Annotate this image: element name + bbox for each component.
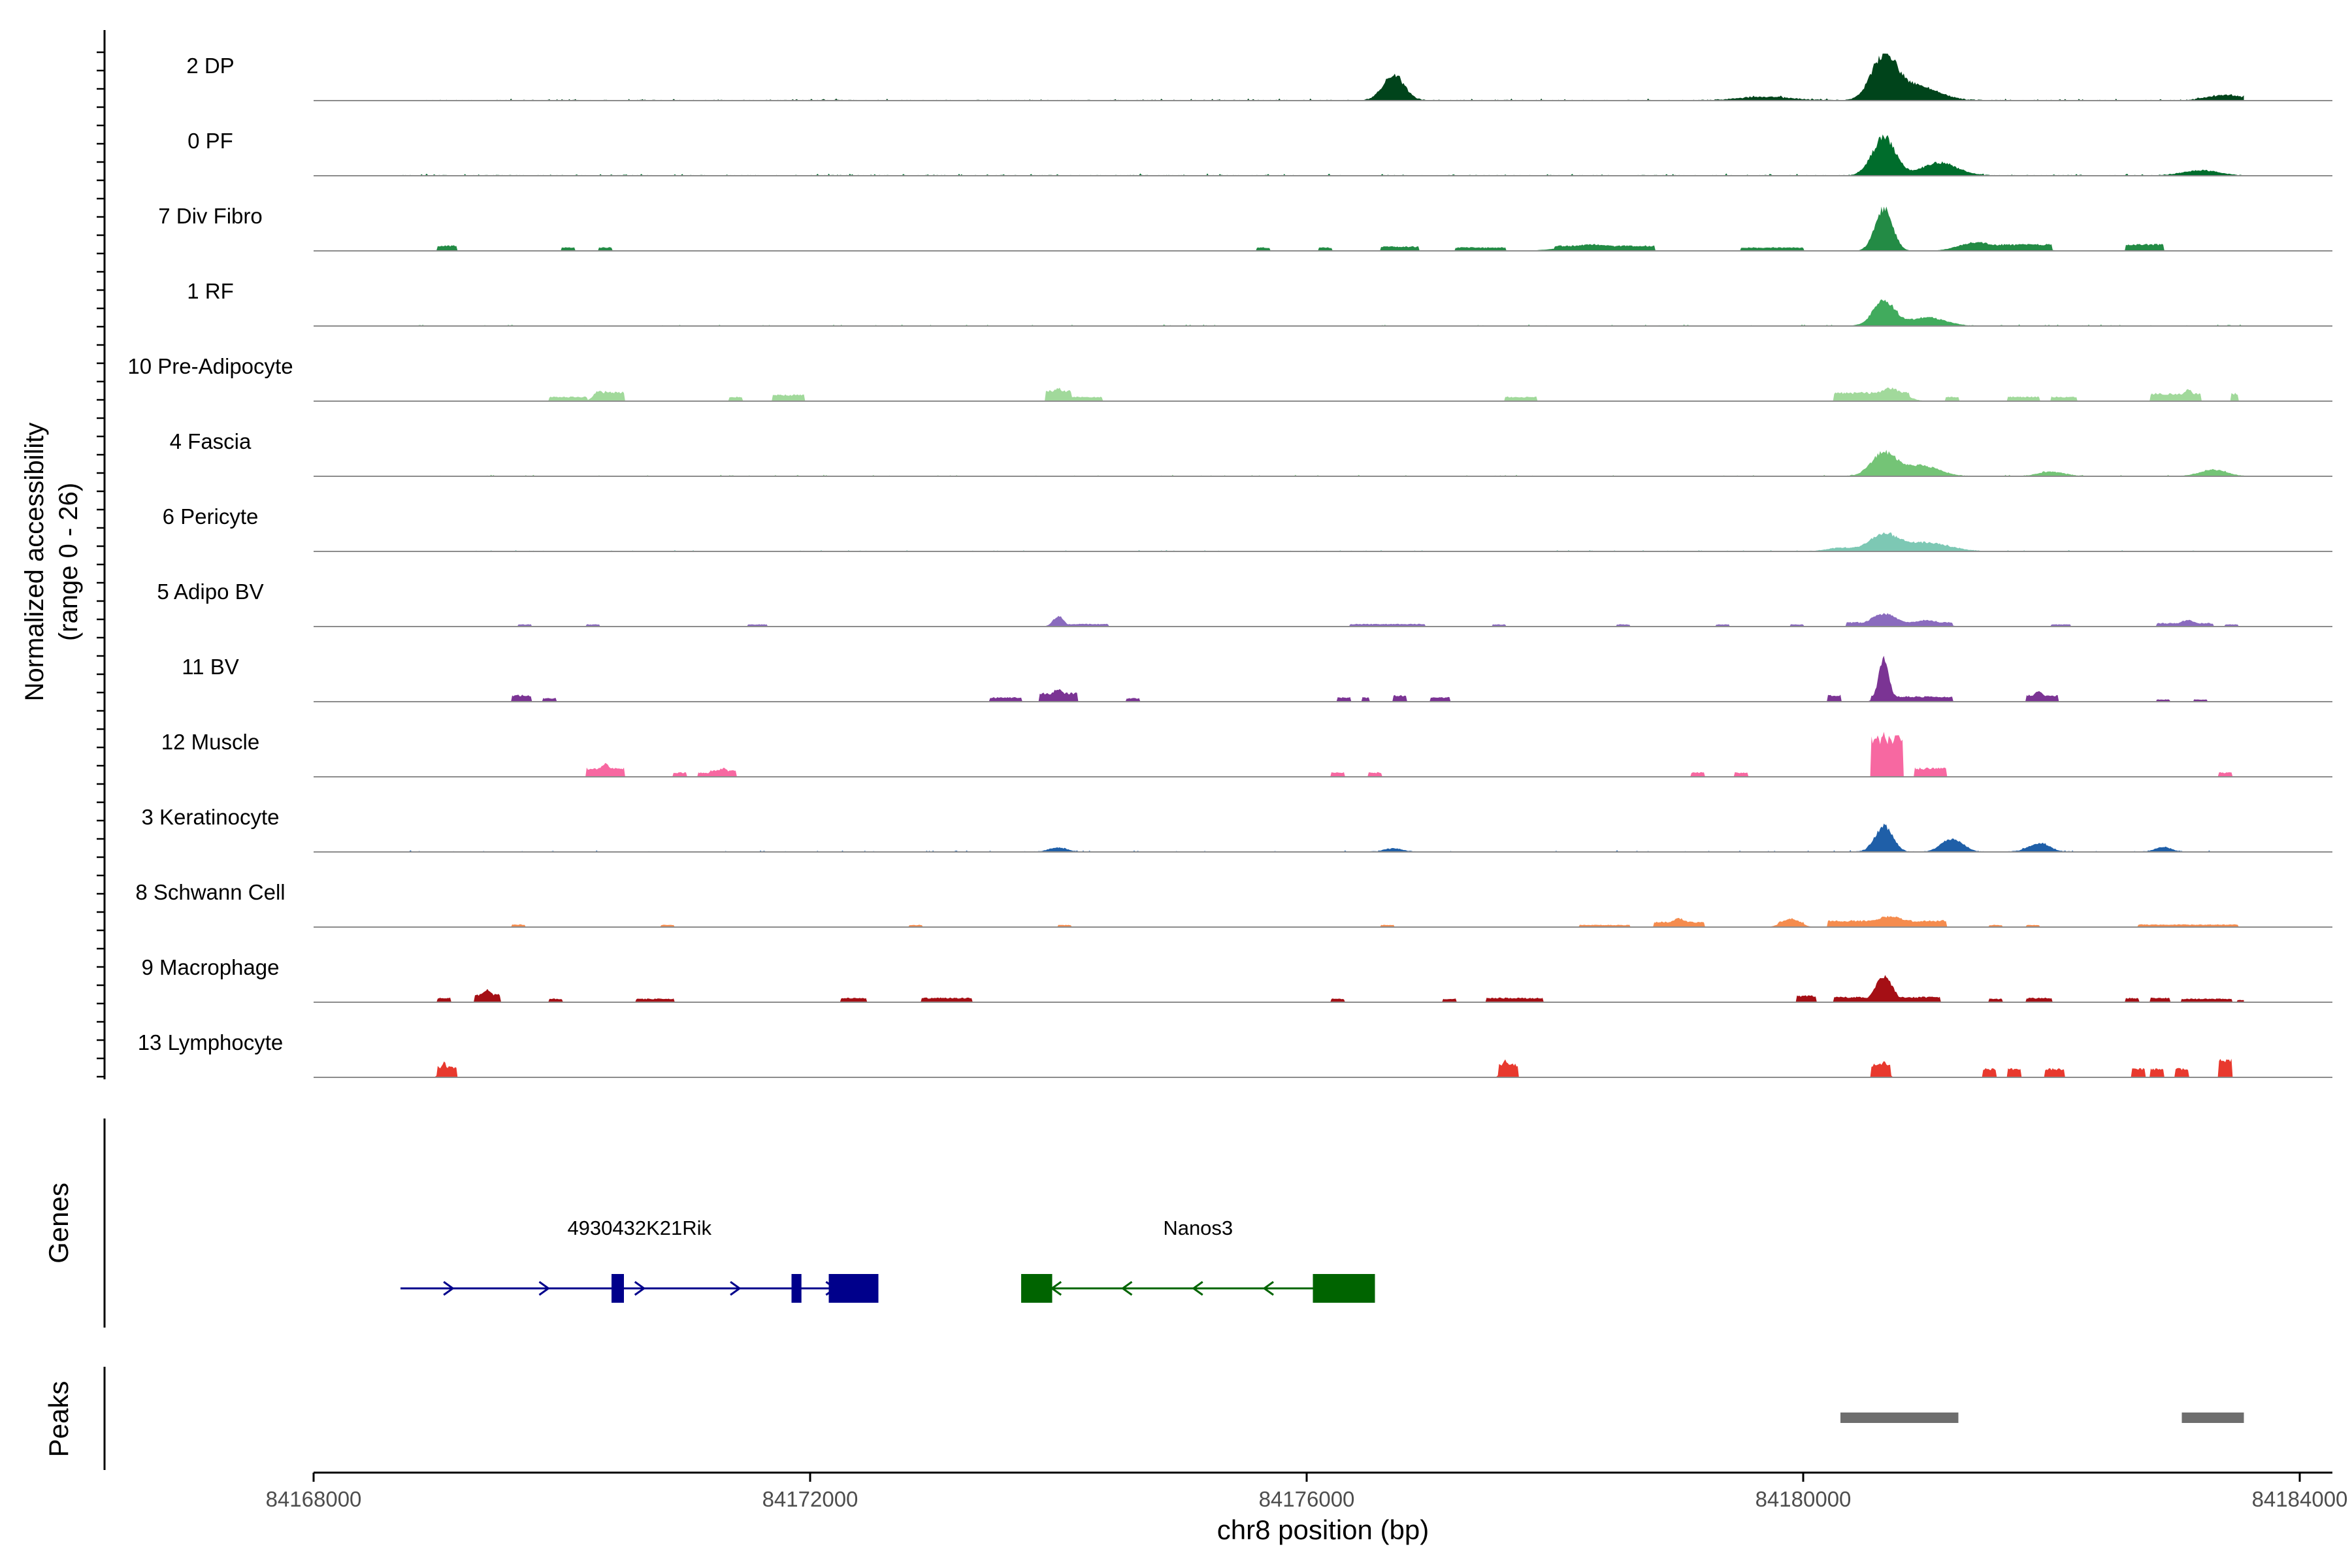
coverage-area — [314, 532, 2244, 551]
track-label: 9 Macrophage — [142, 955, 280, 979]
track-label: 13 Lymphocyte — [138, 1030, 284, 1054]
track-6-pericyte: 6 Pericyte — [163, 504, 2332, 552]
strand-chevron — [1262, 1281, 1274, 1296]
coverage-area — [314, 613, 2244, 627]
gene-exon — [612, 1274, 624, 1303]
x-tick-label: 84172000 — [762, 1487, 858, 1511]
gene-name-label: 4930432K21Rik — [567, 1217, 711, 1239]
track-label: 11 BV — [182, 655, 238, 679]
track-label: 0 PF — [188, 129, 233, 153]
x-tick-label: 84184000 — [2252, 1487, 2348, 1511]
gene-exon — [791, 1274, 802, 1303]
peak-annotations — [1840, 1413, 2244, 1423]
track-label: 7 Div Fibro — [158, 204, 263, 228]
track-12-muscle: 12 Muscle — [161, 730, 2332, 777]
track-0-pf: 0 PF — [188, 129, 2332, 176]
x-axis-title: chr8 position (bp) — [1217, 1514, 1429, 1545]
gene-exon — [828, 1274, 879, 1303]
strand-chevron — [634, 1281, 646, 1296]
track-2-dp: 2 DP — [186, 54, 2332, 101]
tracks-y-ticks — [97, 51, 105, 1078]
coverage-area — [314, 823, 2244, 852]
gene-exon — [1313, 1274, 1375, 1303]
strand-chevron — [1192, 1281, 1203, 1296]
peak-bar — [1840, 1413, 1959, 1423]
track-4-fascia: 4 Fascia — [170, 429, 2332, 477]
track-9-macrophage: 9 Macrophage — [142, 955, 2332, 1003]
coverage-area — [314, 655, 2244, 702]
peaks-panel-title: Peaks — [43, 1381, 74, 1458]
peak-bar — [2181, 1413, 2244, 1423]
coverage-tracks: 2 DP 0 PF 7 Div Fibro 1 RF 10 Pre-Adipocyte 4… — [127, 54, 2332, 1078]
strand-chevron — [443, 1281, 455, 1296]
x-axis-ticks: 84168000 84172000 84176000 84180000 84184000 — [266, 1473, 2348, 1511]
strand-chevron — [1120, 1281, 1133, 1296]
gene-nanos3: Nanos3 — [1021, 1217, 1375, 1303]
track-label: 5 Adipo BV — [157, 580, 263, 604]
track-label: 10 Pre-Adipocyte — [127, 354, 293, 378]
strand-chevron — [538, 1281, 551, 1296]
gene-annotations: 4930432K21Rik Nanos3 — [400, 1217, 1375, 1303]
coverage-area — [314, 732, 2244, 777]
x-tick-label: 84180000 — [1756, 1487, 1852, 1511]
track-label: 12 Muscle — [161, 730, 259, 754]
y-axis-title: Normalized accessibility (range 0 - 26) — [20, 423, 83, 702]
track-5-adipo-bv: 5 Adipo BV — [157, 580, 2332, 627]
gene-name-label: Nanos3 — [1163, 1217, 1233, 1239]
x-tick-label: 84168000 — [266, 1487, 362, 1511]
x-tick-label: 84176000 — [1259, 1487, 1355, 1511]
coverage-area — [314, 975, 2244, 1002]
track-label: 6 Pericyte — [163, 504, 259, 529]
coverage-area — [314, 387, 2244, 401]
coverage-area — [314, 54, 2244, 101]
track-3-keratinocyte: 3 Keratinocyte — [142, 805, 2332, 853]
coverage-area — [314, 915, 2244, 927]
y-axis-title-line1: Normalized accessibility — [20, 423, 49, 702]
coverage-area — [314, 1058, 2244, 1077]
track-10-pre-adipocyte: 10 Pre-Adipocyte — [127, 354, 2332, 402]
coverage-area — [314, 299, 2244, 326]
track-1-rf: 1 RF — [187, 279, 2332, 327]
genes-panel-title: Genes — [43, 1183, 74, 1264]
coverage-area — [314, 134, 2244, 176]
strand-chevron — [730, 1281, 742, 1296]
track-13-lymphocyte: 13 Lymphocyte — [138, 1030, 2332, 1078]
coverage-area — [314, 449, 2244, 476]
gene-4930432k21rik: 4930432K21Rik — [400, 1217, 879, 1303]
y-axis-title-line2: (range 0 - 26) — [54, 483, 83, 641]
gene-exon — [1021, 1274, 1053, 1303]
track-11-bv: 11 BV — [182, 655, 2332, 702]
coverage-area — [314, 206, 2244, 251]
track-7-div-fibro: 7 Div Fibro — [158, 204, 2332, 252]
track-label: 1 RF — [187, 279, 234, 303]
track-8-schwann-cell: 8 Schwann Cell — [135, 880, 2332, 928]
track-label: 4 Fascia — [170, 429, 252, 453]
track-label: 3 Keratinocyte — [142, 805, 280, 829]
track-label: 2 DP — [186, 54, 234, 78]
track-label: 8 Schwann Cell — [135, 880, 285, 904]
